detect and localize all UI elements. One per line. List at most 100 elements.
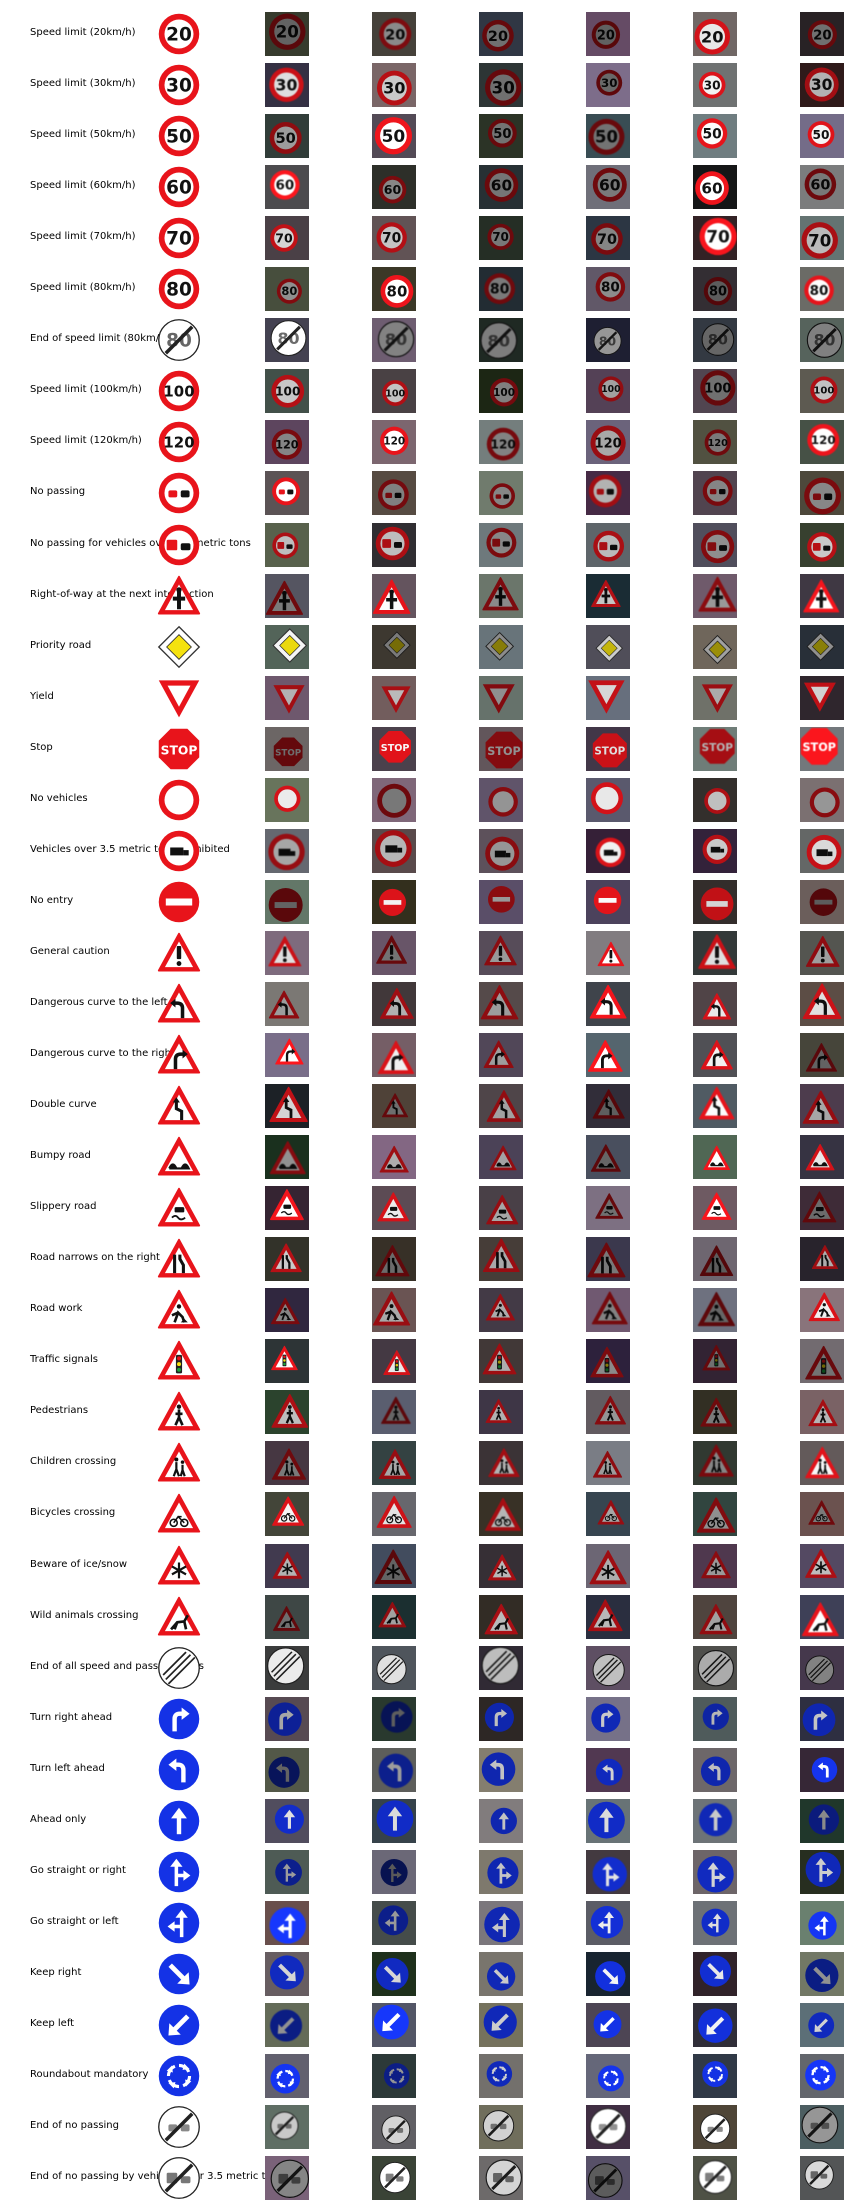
- sample-photo: [372, 1594, 416, 1639]
- sample-photo: [265, 930, 309, 975]
- end-all-limits-icon: [157, 1646, 201, 1690]
- sample-photo: [372, 1288, 416, 1333]
- traffic-signals-icon: [157, 1339, 201, 1383]
- sample-photo: [372, 777, 416, 822]
- svg-text:STOP: STOP: [803, 741, 836, 754]
- sign-row: Dangerous curve to the left: [0, 978, 854, 1030]
- sample-photo: [372, 573, 416, 618]
- sample-photo: [800, 1543, 844, 1588]
- sign-class-label: Keep left: [30, 2017, 75, 2029]
- sample-photo: [586, 1492, 630, 1537]
- sample-photo: 30: [693, 63, 737, 108]
- sample-photo: [586, 1849, 630, 1894]
- sample-photo: [265, 2156, 309, 2201]
- svg-text:70: 70: [275, 231, 293, 246]
- svg-text:60: 60: [810, 178, 830, 194]
- sample-photo: [265, 1696, 309, 1741]
- sign-row: Vehicles over 3.5 metric tons prohibited: [0, 825, 854, 877]
- straight-or-right-icon: [157, 1850, 201, 1894]
- sign-row: Keep right: [0, 1948, 854, 2000]
- sample-photo: [479, 879, 523, 924]
- sample-photo: [693, 522, 737, 567]
- sign-row: No passing: [0, 467, 854, 519]
- svg-text:100: 100: [385, 389, 405, 400]
- sample-photo: 20: [372, 12, 416, 56]
- svg-text:100: 100: [813, 386, 834, 397]
- sample-photo: [265, 1288, 309, 1333]
- sample-photo: [693, 1594, 737, 1639]
- sample-photo: 120: [800, 420, 844, 465]
- sign-class-label: End of all speed and passing limits: [30, 1660, 204, 1672]
- svg-text:20: 20: [166, 25, 192, 46]
- sample-photo: 50: [800, 114, 844, 159]
- keep-left-icon: [157, 2003, 201, 2047]
- sample-photo: [372, 1390, 416, 1435]
- sign-class-label: Yield: [30, 690, 54, 702]
- svg-text:80: 80: [281, 284, 297, 298]
- sample-photo: [586, 1237, 630, 1282]
- sample-photo: 50: [372, 114, 416, 159]
- sample-photo: [372, 675, 416, 720]
- sample-photo: 80: [586, 267, 630, 312]
- svg-text:70: 70: [166, 229, 192, 250]
- sign-class-label: Roundabout mandatory: [30, 2069, 149, 2080]
- sample-photo: [265, 879, 309, 924]
- sample-photo: STOP: [265, 726, 309, 771]
- speed-limit-60-icon: 60: [157, 165, 201, 209]
- sample-photo: 50: [586, 114, 630, 159]
- sample-photo: [586, 2105, 630, 2150]
- sample-photo: [265, 1441, 309, 1486]
- sample-photo: [479, 1645, 523, 1690]
- sample-photo: 120: [586, 420, 630, 465]
- sample-photo: 70: [265, 216, 309, 261]
- sign-class-label: Go straight or right: [30, 1864, 126, 1876]
- sample-photo: 50: [265, 114, 309, 159]
- sign-class-label: Bumpy road: [30, 1150, 91, 1162]
- sample-photo: [479, 1033, 523, 1077]
- svg-text:50: 50: [813, 128, 830, 142]
- sample-photo: [800, 522, 844, 567]
- sign-row: Turn left ahead: [0, 1744, 854, 1796]
- sample-photo: [800, 828, 844, 873]
- sign-row: Bumpy road: [0, 1131, 854, 1183]
- svg-text:30: 30: [811, 76, 833, 94]
- sample-photo: [693, 828, 737, 873]
- sample-photo: 120: [479, 420, 523, 465]
- sign-row: Yield: [0, 672, 854, 724]
- svg-text:100: 100: [704, 382, 731, 397]
- sample-photo: 60: [479, 165, 523, 210]
- sample-photo: 80: [372, 267, 416, 312]
- sample-photo: [479, 1492, 523, 1537]
- sample-photo: [479, 573, 523, 618]
- svg-text:70: 70: [706, 228, 730, 248]
- sample-photo: 30: [265, 63, 309, 108]
- sample-photo: [265, 1798, 309, 1843]
- sample-photo: [586, 930, 630, 975]
- sample-photo: [800, 1186, 844, 1231]
- sign-class-label: Speed limit (30km/h): [30, 78, 136, 90]
- sample-photo: [479, 2002, 523, 2047]
- sample-photo: 70: [586, 216, 630, 261]
- svg-text:30: 30: [383, 79, 405, 98]
- sign-row: Go straight or left: [0, 1897, 854, 1949]
- sample-photo: [693, 1849, 737, 1894]
- sample-photo: [479, 1339, 523, 1384]
- svg-text:30: 30: [166, 76, 192, 97]
- sample-photo: [372, 2105, 416, 2150]
- sign-class-label: Turn right ahead: [30, 1711, 113, 1723]
- sample-photo: 60: [372, 165, 416, 210]
- sign-row: Turn right ahead: [0, 1693, 854, 1745]
- sample-photo: [800, 1645, 844, 1690]
- svg-text:50: 50: [702, 127, 721, 143]
- speed-limit-120-icon: 120: [157, 420, 201, 464]
- svg-text:20: 20: [276, 23, 299, 42]
- sample-photo: [800, 2054, 844, 2098]
- svg-text:70: 70: [492, 230, 509, 244]
- sign-class-label: No passing: [30, 486, 86, 498]
- sample-photo: 20: [479, 12, 523, 56]
- no-passing-trucks-icon: [157, 523, 201, 567]
- sign-class-label: No vehicles: [30, 792, 88, 804]
- sign-row: Children crossing: [0, 1437, 854, 1489]
- turn-left-icon: [157, 1748, 201, 1792]
- sign-row: End of no passing: [0, 2101, 854, 2153]
